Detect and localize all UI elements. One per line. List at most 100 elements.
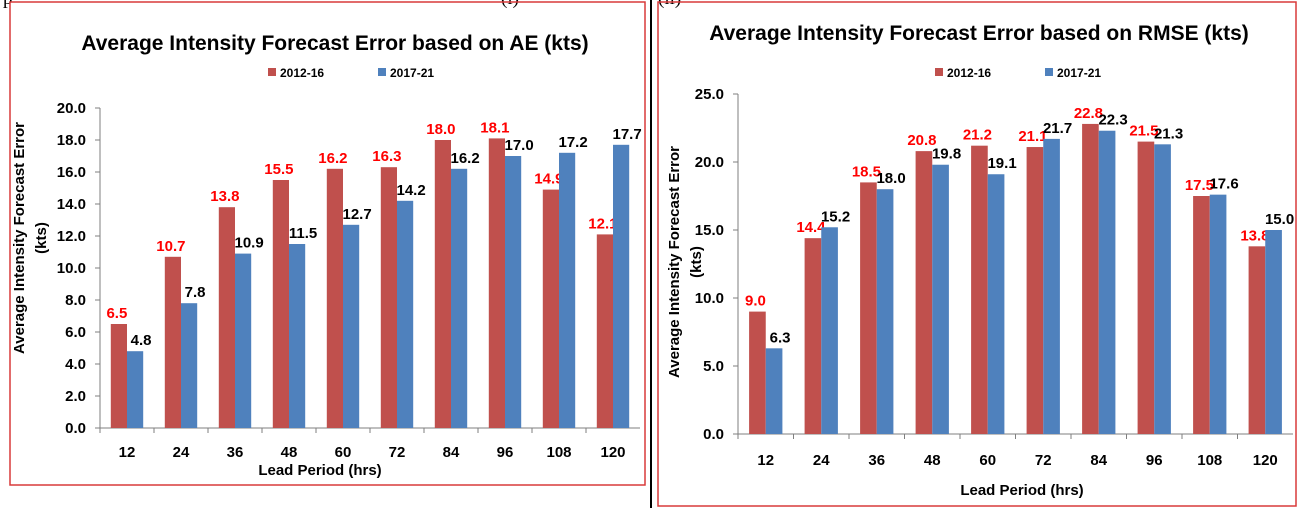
- ae-data-label-2017-21: 4.8: [131, 332, 152, 349]
- rmse-bar-2017-21: [1265, 230, 1282, 434]
- ae-x-tick-label: 48: [281, 444, 298, 461]
- rmse-legend-label-2: 2017-21: [1057, 66, 1101, 80]
- rmse-bar-2012-16: [1082, 123, 1099, 435]
- ae-bar-2012-16: [542, 189, 559, 428]
- ae-data-label-2017-21: 11.5: [289, 225, 317, 242]
- caption-line: p (i) (ii): [0, 0, 1299, 10]
- rmse-bar-2017-21: [1043, 138, 1060, 434]
- rmse-legend-swatch-2: [1045, 68, 1053, 76]
- rmse-bar-2017-21: [987, 174, 1005, 435]
- ae-data-label-2017-21: 17.2: [558, 134, 587, 151]
- ae-x-tick-label: 60: [335, 444, 352, 461]
- ae-legend-swatch-2: [378, 68, 386, 76]
- rmse-bar-2012-16: [749, 311, 766, 434]
- ae-bar-2017-21: [559, 152, 576, 429]
- rmse-chart-frame: [657, 1, 1297, 507]
- rmse-data-label-2017-21: 6.3: [770, 329, 791, 346]
- rmse-data-label-2012-16: 18.5: [852, 163, 881, 180]
- rmse-bar-2012-16: [804, 238, 822, 434]
- ae-data-label-2012-16: 18.0: [426, 121, 455, 138]
- rmse-data-label-2012-16: 14.4: [796, 219, 826, 236]
- ae-bar-2017-21: [613, 144, 630, 429]
- ae-y-tick-label: 8.0: [65, 292, 86, 309]
- ae-bar-2012-16: [110, 324, 127, 428]
- rmse-chart-svg: Average Intensity Forecast Error based o…: [657, 1, 1297, 507]
- ae-bar-2012-16: [326, 168, 343, 429]
- ae-y-axis-title: Average Intensity Forecast Error: [11, 122, 28, 354]
- rmse-x-tick-label: 48: [924, 452, 941, 469]
- ae-x-tick-label: 72: [389, 444, 406, 461]
- ae-y-tick-label: 2.0: [65, 388, 86, 405]
- rmse-bar-2017-21: [1209, 194, 1227, 434]
- ae-chart-panel: Average Intensity Forecast Error based o…: [9, 0, 652, 508]
- rmse-x-tick-label: 72: [1035, 452, 1052, 469]
- ae-data-label-2017-21: 17.7: [612, 126, 641, 143]
- rmse-chart-panel: Average Intensity Forecast Error based o…: [657, 0, 1299, 508]
- rmse-legend-swatch-1: [935, 68, 943, 76]
- ae-bar-2012-16: [380, 167, 397, 428]
- ae-y-tick-label: 14.0: [57, 196, 86, 213]
- rmse-y-tick-label: 25.0: [695, 86, 724, 103]
- ae-bar-2017-21: [343, 224, 360, 428]
- ae-bar-2012-16: [272, 180, 289, 428]
- ae-x-tick-label: 36: [227, 444, 244, 461]
- rmse-x-axis-title: Lead Period (hrs): [960, 482, 1083, 499]
- ae-legend-swatch-1: [268, 68, 276, 76]
- rmse-bar-2017-21: [876, 189, 894, 434]
- rmse-data-label-2012-16: 17.5: [1185, 177, 1214, 194]
- rmse-data-label-2017-21: 19.8: [932, 146, 961, 163]
- ae-y-tick-label: 4.0: [65, 356, 86, 373]
- rmse-data-label-2012-16: 20.8: [907, 132, 936, 149]
- ae-bar-2012-16: [488, 138, 505, 428]
- rmse-bar-2017-21: [932, 164, 949, 434]
- rmse-bar-2012-16: [1137, 141, 1155, 434]
- rmse-x-tick-label: 24: [813, 452, 830, 469]
- rmse-y-axis-title: Average Intensity Forecast Error: [666, 146, 683, 378]
- rmse-data-label-2017-21: 15.2: [821, 208, 850, 225]
- ae-bar-2012-16: [434, 140, 451, 428]
- ae-data-label-2017-21: 16.2: [450, 150, 479, 167]
- ae-data-label-2012-16: 14.9: [534, 171, 563, 188]
- ae-data-label-2012-16: 12.1: [588, 215, 617, 232]
- rmse-x-tick-label: 12: [757, 452, 774, 469]
- ae-y-tick-label: 20.0: [57, 100, 86, 117]
- rmse-data-label-2017-21: 18.0: [876, 170, 905, 187]
- ae-y-tick-label: 18.0: [57, 132, 86, 149]
- ae-bar-2012-16: [218, 207, 235, 428]
- ae-y-tick-label: 16.0: [57, 164, 86, 181]
- ae-bar-2017-21: [397, 200, 414, 428]
- ae-x-tick-label: 108: [546, 444, 571, 461]
- ae-data-label-2012-16: 16.2: [318, 150, 347, 167]
- rmse-x-tick-label: 36: [868, 452, 885, 469]
- rmse-y-tick-label: 5.0: [703, 358, 724, 375]
- rmse-bar-2017-21: [821, 227, 838, 434]
- caption-fragment-left: p: [0, 0, 16, 9]
- rmse-bar-2012-16: [971, 145, 988, 434]
- ae-y-tick-label: 10.0: [57, 260, 86, 277]
- rmse-data-label-2017-21: 19.1: [987, 155, 1016, 172]
- ae-data-label-2012-16: 13.8: [210, 188, 239, 205]
- ae-y-tick-label: 12.0: [57, 228, 86, 245]
- ae-data-label-2012-16: 16.3: [372, 148, 401, 165]
- ae-data-label-2017-21: 14.2: [396, 182, 425, 199]
- ae-chart-svg: Average Intensity Forecast Error based o…: [9, 0, 652, 508]
- rmse-data-label-2012-16: 22.8: [1074, 105, 1103, 122]
- ae-data-label-2012-16: 18.1: [480, 119, 509, 136]
- rmse-chart-title: Average Intensity Forecast Error based o…: [709, 22, 1249, 45]
- ae-data-label-2012-16: 6.5: [106, 305, 127, 322]
- ae-bar-2012-16: [164, 256, 181, 428]
- ae-x-axis-title: Lead Period (hrs): [258, 462, 381, 479]
- ae-chart-frame: [9, 1, 646, 486]
- ae-y-tick-label: 6.0: [65, 324, 86, 341]
- ae-x-tick-label: 24: [173, 444, 190, 461]
- ae-bar-2017-21: [235, 253, 252, 428]
- rmse-bar-2017-21: [765, 348, 783, 434]
- ae-bar-2012-16: [596, 234, 613, 428]
- ae-bar-2017-21: [289, 244, 306, 428]
- ae-bar-2017-21: [181, 303, 198, 428]
- ae-data-label-2017-21: 7.8: [185, 284, 206, 301]
- rmse-data-label-2012-16: 13.8: [1240, 227, 1269, 244]
- ae-x-tick-label: 96: [497, 444, 514, 461]
- ae-x-tick-label: 84: [443, 444, 460, 461]
- caption-fragment-ii: (ii): [655, 0, 684, 10]
